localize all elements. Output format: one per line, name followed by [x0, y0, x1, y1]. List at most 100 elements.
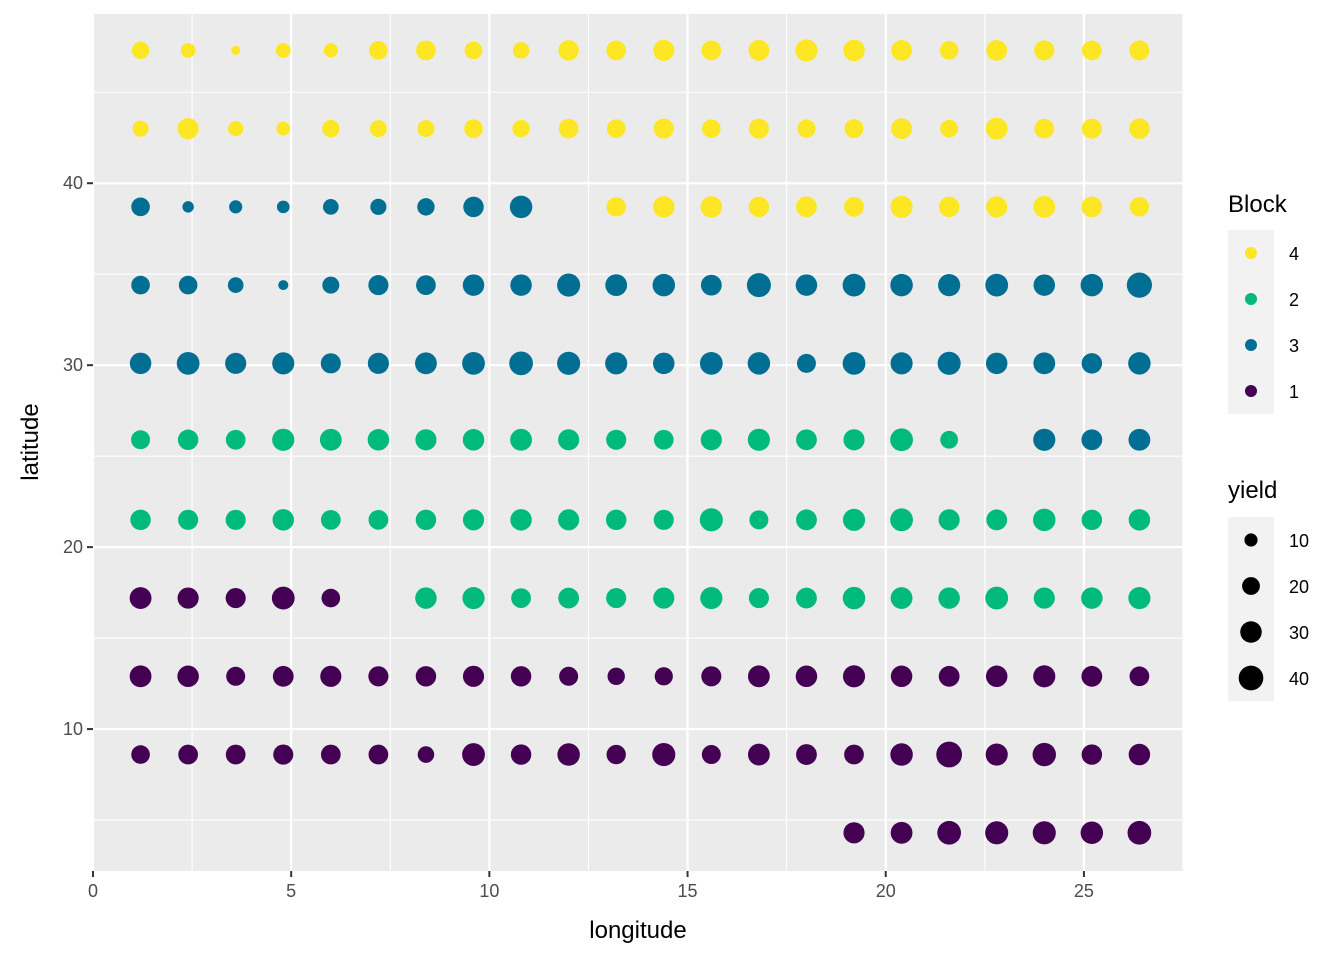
color-legend-label: 4	[1289, 244, 1299, 264]
data-point	[1128, 743, 1151, 766]
x-tick-label: 10	[479, 881, 499, 901]
data-point	[272, 428, 295, 451]
data-point	[557, 273, 581, 297]
data-point	[748, 588, 769, 609]
data-point	[749, 510, 769, 530]
data-point	[416, 40, 436, 61]
data-point	[986, 196, 1008, 218]
data-point	[747, 743, 770, 766]
color-legend-key	[1245, 247, 1257, 259]
data-point	[747, 352, 771, 375]
y-tick-label: 20	[63, 537, 83, 557]
data-point	[701, 666, 722, 687]
data-point	[986, 39, 1008, 61]
data-point	[1033, 665, 1056, 688]
data-point	[177, 665, 199, 688]
data-point	[1032, 821, 1056, 845]
data-point	[606, 197, 626, 217]
data-point	[368, 666, 389, 687]
data-point	[509, 195, 533, 219]
data-point	[1128, 509, 1151, 531]
data-point	[177, 429, 199, 451]
data-point	[796, 353, 816, 373]
data-point	[890, 665, 913, 688]
data-point	[462, 274, 485, 296]
data-point	[129, 665, 152, 688]
data-point	[842, 586, 866, 610]
size-legend-key	[1242, 577, 1260, 595]
data-point	[464, 119, 483, 138]
data-point	[463, 196, 484, 218]
data-point	[843, 822, 865, 844]
data-point	[319, 428, 342, 451]
data-point	[323, 43, 338, 58]
data-point	[177, 587, 199, 609]
data-point	[797, 119, 816, 138]
data-point	[652, 742, 676, 767]
data-point	[605, 509, 627, 531]
data-point	[653, 118, 674, 139]
data-point	[417, 120, 435, 138]
data-point	[1034, 40, 1055, 61]
data-point	[226, 666, 246, 686]
data-point	[701, 40, 722, 61]
data-point	[890, 743, 913, 766]
data-point	[417, 746, 435, 763]
x-tick-label: 25	[1074, 881, 1094, 901]
plot-panel	[93, 14, 1183, 871]
data-point	[700, 586, 723, 610]
x-tick-label: 15	[678, 881, 698, 901]
data-point	[367, 352, 389, 374]
data-point	[653, 429, 674, 450]
data-point	[1033, 587, 1055, 609]
data-point	[558, 40, 579, 61]
x-tick-label: 5	[286, 881, 296, 901]
data-point	[795, 665, 818, 688]
data-point	[843, 39, 865, 62]
data-point	[131, 275, 150, 295]
data-point	[796, 196, 817, 218]
data-point	[510, 428, 532, 451]
data-point	[1034, 118, 1055, 139]
data-point	[557, 351, 581, 375]
data-point	[748, 39, 770, 61]
data-point	[1033, 508, 1056, 532]
x-axis-ticks: 0 5 10 15 20 25	[88, 871, 1094, 901]
size-legend-key	[1240, 621, 1262, 643]
data-point	[182, 201, 194, 213]
y-axis-title: latitude	[17, 403, 44, 480]
data-point	[176, 351, 200, 375]
data-point	[985, 743, 1008, 766]
data-point	[415, 509, 437, 531]
size-legend-label: 30	[1289, 623, 1309, 643]
data-point	[225, 352, 247, 374]
data-point	[369, 41, 388, 60]
data-point	[1080, 273, 1104, 297]
data-point	[368, 275, 389, 296]
data-point	[322, 199, 339, 215]
data-point	[178, 509, 199, 530]
data-point	[605, 352, 628, 375]
data-point	[462, 586, 485, 610]
color-legend-label: 2	[1289, 290, 1299, 310]
data-point	[985, 352, 1008, 375]
data-point	[1081, 429, 1103, 451]
data-point	[320, 665, 342, 687]
data-point	[131, 430, 151, 450]
data-point	[844, 196, 864, 217]
size-legend-label: 20	[1289, 577, 1309, 597]
data-point	[937, 820, 962, 845]
data-point	[558, 587, 580, 609]
data-point	[939, 41, 959, 60]
data-point	[227, 277, 244, 293]
data-point	[702, 119, 721, 138]
data-point	[1081, 587, 1103, 609]
data-point	[936, 741, 963, 768]
data-point	[652, 273, 676, 297]
data-point	[462, 509, 485, 531]
size-legend: yield 10 20 30 40	[1228, 477, 1309, 701]
data-point	[129, 587, 152, 609]
data-point	[699, 351, 723, 375]
data-point	[605, 274, 628, 297]
data-point	[606, 119, 626, 138]
